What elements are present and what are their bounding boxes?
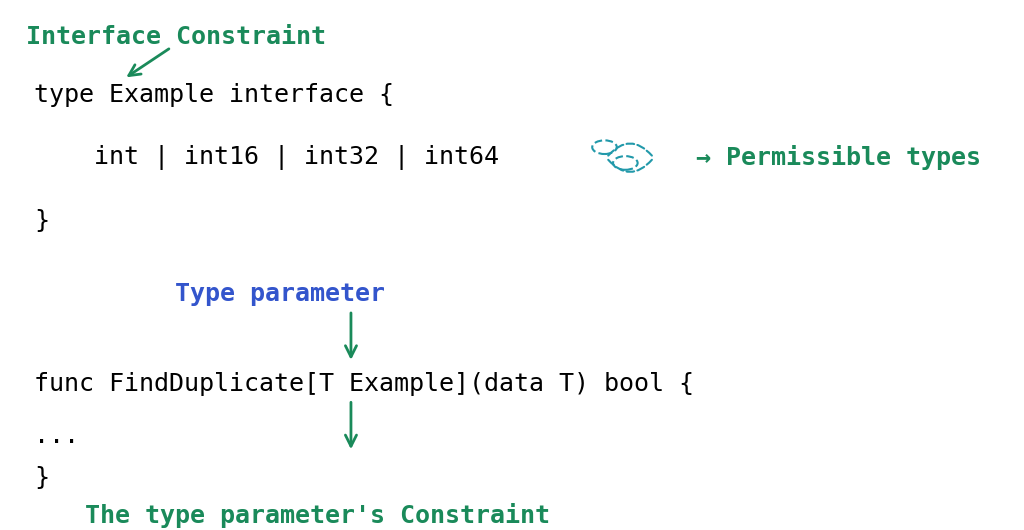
Text: type Example interface {: type Example interface { <box>34 83 394 107</box>
Text: }: } <box>34 466 49 490</box>
Text: }: } <box>34 209 49 233</box>
Text: → Permissible types: → Permissible types <box>696 145 981 170</box>
Text: func FindDuplicate[T Example](data T) bool {: func FindDuplicate[T Example](data T) bo… <box>34 372 694 396</box>
Text: Interface Constraint: Interface Constraint <box>26 25 326 49</box>
Text: ...: ... <box>34 425 79 448</box>
Text: The type parameter's Constraint: The type parameter's Constraint <box>85 502 550 528</box>
Text: int | int16 | int32 | int64: int | int16 | int32 | int64 <box>34 145 499 170</box>
Text: Type parameter: Type parameter <box>175 282 385 306</box>
